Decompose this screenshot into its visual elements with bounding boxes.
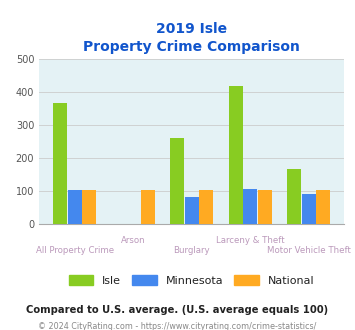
Text: All Property Crime: All Property Crime xyxy=(36,246,114,255)
Bar xyxy=(82,190,96,224)
Text: Burglary: Burglary xyxy=(173,246,210,255)
Bar xyxy=(302,194,316,224)
Bar xyxy=(258,190,272,224)
Bar xyxy=(185,197,199,224)
Text: Arson: Arson xyxy=(121,236,146,245)
Bar xyxy=(199,190,213,224)
Bar xyxy=(170,138,184,224)
Bar xyxy=(243,189,257,224)
Bar xyxy=(141,190,155,224)
Bar xyxy=(53,103,67,224)
Text: Compared to U.S. average. (U.S. average equals 100): Compared to U.S. average. (U.S. average … xyxy=(26,305,329,315)
Text: © 2024 CityRating.com - https://www.cityrating.com/crime-statistics/: © 2024 CityRating.com - https://www.city… xyxy=(38,322,317,330)
Bar xyxy=(229,86,242,224)
Text: Motor Vehicle Theft: Motor Vehicle Theft xyxy=(267,246,351,255)
Legend: Isle, Minnesota, National: Isle, Minnesota, National xyxy=(66,271,318,289)
Bar xyxy=(287,169,301,224)
Text: Larceny & Theft: Larceny & Theft xyxy=(216,236,285,245)
Bar xyxy=(67,190,82,224)
Title: 2019 Isle
Property Crime Comparison: 2019 Isle Property Crime Comparison xyxy=(83,22,300,54)
Bar xyxy=(316,190,331,224)
